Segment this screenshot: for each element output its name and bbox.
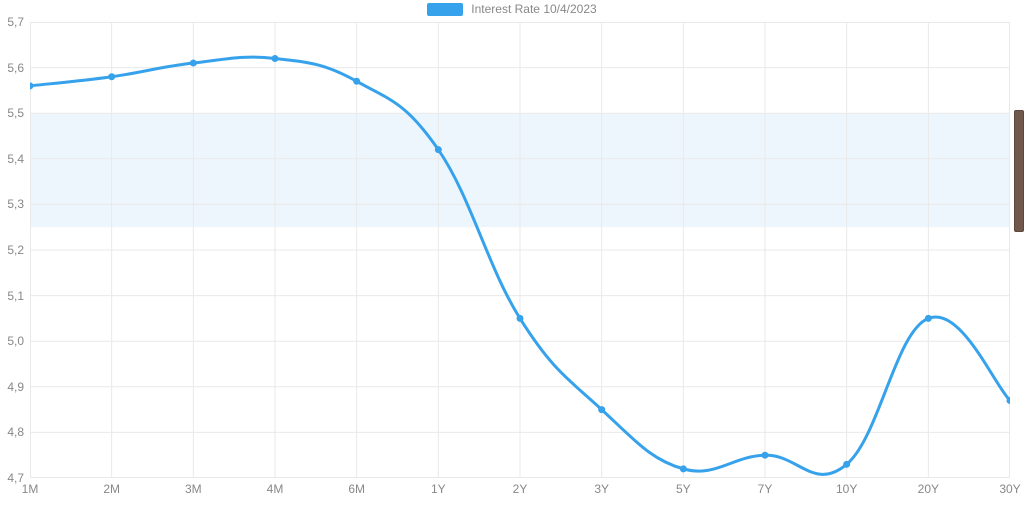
y-tick-label: 5,2 (7, 243, 30, 257)
y-tick-label: 4,8 (7, 425, 30, 439)
x-tick-label: 10Y (836, 478, 857, 496)
x-tick-label: 5Y (676, 478, 691, 496)
x-tick-label: 30Y (999, 478, 1020, 496)
scrollbar-thumb[interactable] (1014, 110, 1024, 232)
y-tick-label: 4,9 (7, 380, 30, 394)
x-tick-label: 2Y (513, 478, 528, 496)
x-tick-label: 7Y (758, 478, 773, 496)
y-tick-label: 5,7 (7, 15, 30, 29)
y-tick-label: 5,3 (7, 197, 30, 211)
x-tick-label: 1Y (431, 478, 446, 496)
chart-svg (30, 22, 1010, 478)
x-tick-label: 3M (185, 478, 202, 496)
y-tick-label: 5,1 (7, 289, 30, 303)
y-tick-label: 5,6 (7, 61, 30, 75)
x-tick-label: 6M (348, 478, 365, 496)
y-tick-label: 5,5 (7, 106, 30, 120)
x-tick-label: 20Y (918, 478, 939, 496)
x-tick-label: 4M (267, 478, 284, 496)
x-tick-label: 3Y (594, 478, 609, 496)
legend-swatch (427, 3, 463, 16)
x-tick-label: 1M (22, 478, 39, 496)
legend[interactable]: Interest Rate 10/4/2023 (0, 2, 1024, 21)
y-tick-label: 5,4 (7, 152, 30, 166)
legend-label: Interest Rate 10/4/2023 (471, 2, 596, 16)
chart-plot-area: 4,74,84,95,05,15,25,35,45,55,65,71M2M3M4… (30, 22, 1010, 478)
x-tick-label: 2M (103, 478, 120, 496)
y-tick-label: 5,0 (7, 334, 30, 348)
